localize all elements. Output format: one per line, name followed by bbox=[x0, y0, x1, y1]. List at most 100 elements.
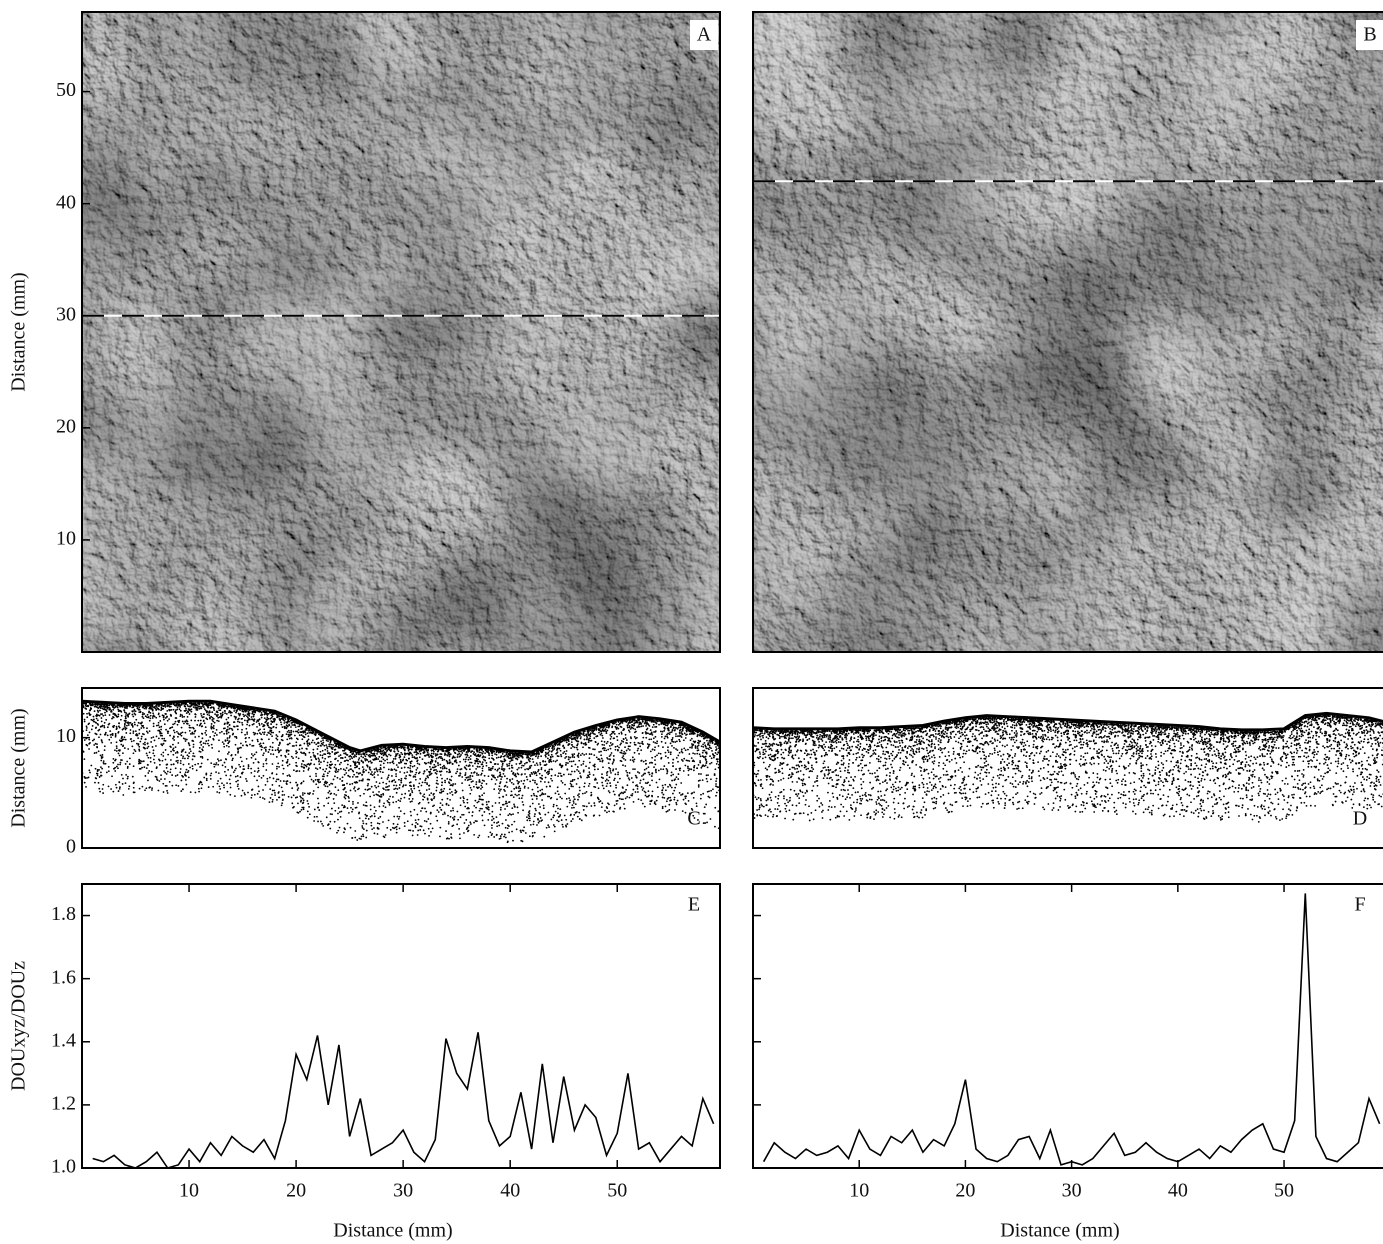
stipple-dot bbox=[362, 771, 365, 774]
stipple-dot bbox=[121, 738, 124, 741]
stipple-dot bbox=[531, 773, 534, 775]
stipple-dot bbox=[434, 753, 437, 755]
stipple-dot bbox=[395, 754, 398, 756]
stipple-dot bbox=[613, 777, 616, 780]
stipple-dot bbox=[582, 742, 585, 745]
stipple-dot bbox=[204, 742, 207, 745]
stipple-dot bbox=[322, 773, 325, 776]
stipple-dot bbox=[96, 704, 99, 706]
stipple-dot bbox=[302, 808, 305, 811]
stipple-dot bbox=[180, 702, 183, 705]
stipple-dot bbox=[577, 798, 579, 801]
stipple-dot bbox=[403, 812, 406, 815]
stipple-dot bbox=[340, 746, 343, 749]
stipple-dot bbox=[104, 711, 106, 714]
stipple-dot bbox=[247, 710, 250, 713]
stipple-dot bbox=[562, 825, 564, 828]
stipple-dot bbox=[599, 733, 602, 736]
stipple-dot bbox=[445, 830, 447, 832]
stipple-dot bbox=[221, 711, 224, 714]
stipple-dot bbox=[305, 765, 308, 768]
stipple-dot bbox=[498, 801, 501, 804]
stipple-dot bbox=[149, 760, 152, 763]
stipple-dot bbox=[509, 778, 511, 781]
stipple-dot bbox=[295, 722, 298, 725]
stipple-dot bbox=[133, 721, 136, 724]
stipple-dot bbox=[448, 759, 451, 761]
stipple-dot bbox=[386, 826, 389, 829]
stipple-dot bbox=[494, 783, 497, 785]
stipple-dot bbox=[125, 727, 128, 730]
stipple-dot bbox=[435, 786, 438, 789]
stipple-dot bbox=[300, 763, 303, 765]
stipple-dot bbox=[525, 761, 528, 764]
stipple-dot bbox=[435, 782, 438, 785]
stipple-dot bbox=[347, 795, 350, 798]
stipple-dot bbox=[187, 755, 190, 758]
stipple-dot bbox=[505, 802, 508, 805]
stipple-dot bbox=[83, 758, 86, 761]
stipple-dot bbox=[469, 792, 472, 795]
stipple-dot bbox=[520, 780, 523, 782]
stipple-dot bbox=[362, 804, 365, 806]
stipple-dot bbox=[466, 830, 469, 833]
stipple-dot bbox=[417, 747, 420, 750]
stipple-dot bbox=[345, 759, 348, 762]
stipple-dot bbox=[550, 818, 553, 821]
stipple-dot bbox=[495, 753, 498, 756]
stipple-dot bbox=[597, 798, 600, 801]
stipple-dot bbox=[296, 751, 299, 754]
stipple-dot bbox=[568, 787, 571, 790]
stipple-dot bbox=[559, 796, 562, 798]
stipple-dot bbox=[367, 771, 370, 774]
stipple-dot bbox=[334, 758, 336, 761]
stipple-dot bbox=[138, 749, 141, 752]
stipple-dot bbox=[431, 759, 433, 762]
stipple-dot bbox=[550, 777, 552, 780]
stipple-dot bbox=[260, 716, 263, 719]
stipple-dot bbox=[129, 704, 132, 707]
stipple-dot bbox=[384, 751, 387, 754]
stipple-dot bbox=[473, 771, 475, 774]
stipple-dot bbox=[341, 779, 344, 782]
stipple-dot bbox=[378, 768, 381, 771]
stipple-dot bbox=[480, 772, 483, 775]
stipple-dot bbox=[304, 754, 307, 756]
stipple-dot bbox=[182, 737, 185, 740]
stipple-dot bbox=[281, 790, 284, 793]
stipple-dot bbox=[559, 808, 562, 811]
stipple-dot bbox=[431, 798, 433, 801]
stipple-dot bbox=[637, 747, 640, 750]
surface-light bbox=[753, 12, 1383, 652]
stipple-dot bbox=[168, 780, 171, 783]
stipple-dot bbox=[92, 715, 95, 718]
stipple-dot bbox=[174, 717, 177, 719]
stipple-dot bbox=[280, 723, 283, 726]
stipple-dot bbox=[337, 807, 340, 809]
stipple-dot bbox=[264, 721, 267, 724]
stipple-dot bbox=[95, 715, 98, 718]
stipple-dot bbox=[246, 715, 248, 718]
stipple-dot bbox=[176, 774, 179, 776]
stipple-dot bbox=[198, 724, 201, 727]
stipple-dot bbox=[620, 732, 623, 735]
stipple-dot bbox=[225, 744, 228, 747]
stipple-dot bbox=[616, 781, 619, 784]
stipple-dot bbox=[439, 826, 442, 829]
stipple-dot bbox=[313, 815, 316, 818]
stipple-dot bbox=[213, 709, 216, 712]
stipple-dot bbox=[615, 768, 617, 770]
stipple-dot bbox=[349, 775, 351, 778]
stipple-dot bbox=[96, 743, 98, 746]
stipple-dot bbox=[197, 762, 200, 765]
stipple-dot bbox=[317, 820, 319, 823]
stipple-dot bbox=[508, 831, 511, 834]
stipple-dot bbox=[537, 757, 539, 759]
stipple-dot bbox=[107, 706, 110, 709]
stipple-dot bbox=[102, 783, 105, 786]
stipple-dot bbox=[469, 786, 472, 789]
stipple-dot bbox=[493, 836, 496, 838]
stipple-dot bbox=[85, 702, 88, 705]
stipple-dot bbox=[477, 836, 480, 839]
stipple-dot bbox=[590, 739, 593, 742]
